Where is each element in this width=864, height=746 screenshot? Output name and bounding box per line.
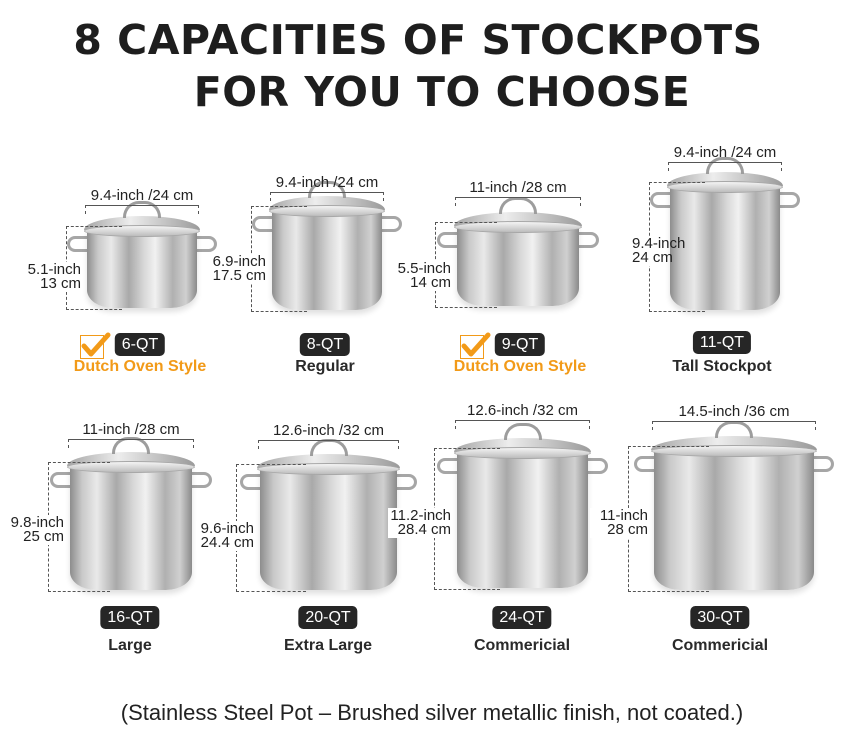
pot-rim <box>454 447 591 459</box>
capacity-badge: 6-QT <box>114 333 166 356</box>
lid-knob-icon <box>499 197 537 214</box>
height-cm: 25 cm <box>23 528 64 545</box>
height-inch: 5.1-inch <box>27 261 81 278</box>
pot-style-label: Regular <box>295 358 355 375</box>
width-label: 14.5-inch /36 cm <box>678 403 790 420</box>
checkmark-icon <box>80 332 111 359</box>
height-cm: 24 cm <box>632 249 673 266</box>
height-inch: 11-inch <box>599 507 648 524</box>
checkmark-icon <box>460 332 491 359</box>
width-label: 9.4-inch /24 cm <box>90 187 194 204</box>
height-label: 5.1-inch 13 cm <box>22 262 81 292</box>
width-dimension-line <box>85 205 199 214</box>
height-label: 11.2-inch 28.4 cm <box>388 508 451 538</box>
lid-knob-icon <box>706 157 744 174</box>
pot-style-label: Dutch Oven Style <box>73 358 207 375</box>
width-label: 11-inch /28 cm <box>82 421 180 438</box>
pot-rim <box>651 445 817 457</box>
width-label: 11-inch /28 cm <box>469 179 567 196</box>
width-dimension-line <box>652 421 816 430</box>
width-label: 9.4-inch /24 cm <box>673 144 777 161</box>
height-cm: 14 cm <box>410 274 451 291</box>
pot-style-label: Tall Stockpot <box>672 358 772 375</box>
lid-knob-icon <box>308 181 346 198</box>
height-inch: 5.5-inch <box>397 260 451 277</box>
width-label: 12.6-inch /32 cm <box>467 402 578 419</box>
capacity-badge: 24-QT <box>492 606 552 629</box>
height-label: 9.8-inch 25 cm <box>5 515 64 545</box>
width-dimension-line <box>455 197 581 206</box>
capacity-badge: 11-QT <box>692 331 752 354</box>
height-cm: 28.4 cm <box>397 521 451 538</box>
pot-body-image <box>654 448 814 590</box>
pot-style-label: Dutch Oven Style <box>453 358 587 375</box>
height-inch: 6.9-inch <box>212 253 266 270</box>
pot-rim <box>257 463 400 475</box>
width-dimension-line <box>668 162 782 171</box>
pot-body-image <box>272 208 382 310</box>
pot-body-image <box>670 184 780 310</box>
height-inch: 11.2-inch <box>390 507 451 524</box>
lid-knob-icon <box>112 437 150 454</box>
height-inch: 9.4-inch <box>632 235 686 252</box>
pot-body-image <box>457 450 588 588</box>
height-inch: 9.6-inch <box>200 520 254 537</box>
width-dimension-line <box>455 420 590 429</box>
pot-style-label: Commericial <box>671 637 769 654</box>
height-inch: 9.8-inch <box>10 514 64 531</box>
lid-knob-icon <box>715 421 753 438</box>
pot-rim <box>667 181 783 193</box>
width-label: 9.4-inch /24 cm <box>275 174 379 191</box>
footer-note: (Stainless Steel Pot – Brushed silver me… <box>120 700 744 725</box>
height-cm: 24.4 cm <box>200 534 254 551</box>
pot-rim <box>269 205 385 217</box>
capacity-badge: 30-QT <box>690 606 750 629</box>
width-dimension-line <box>68 439 194 448</box>
height-label: 9.6-inch 24.4 cm <box>196 521 254 551</box>
height-cm: 13 cm <box>40 275 81 292</box>
pot-body-image <box>457 224 579 306</box>
width-label: 12.6-inch /32 cm <box>273 422 384 439</box>
pot-style-label: Large <box>108 637 152 654</box>
capacity-badge: 20-QT <box>298 606 358 629</box>
width-dimension-line <box>270 192 384 201</box>
lid-knob-icon <box>123 201 161 218</box>
height-label: 11-inch 28 cm <box>590 508 648 538</box>
capacity-badge: 8-QT <box>299 333 351 356</box>
pot-body-image <box>260 466 397 590</box>
height-label: 5.5-inch 14 cm <box>388 261 451 291</box>
pot-style-label: Commericial <box>473 637 571 654</box>
pot-rim <box>454 221 582 233</box>
pot-body-image <box>70 464 192 590</box>
height-label: 6.9-inch 17.5 cm <box>205 254 266 284</box>
pot-body-image <box>87 228 197 308</box>
width-dimension-line <box>258 440 399 449</box>
pot-style-label: Extra Large <box>283 637 373 654</box>
title-line-1: 8 CAPACITIES OF STOCKPOTS <box>73 16 763 64</box>
pot-rim <box>84 225 200 237</box>
height-cm: 28 cm <box>607 521 648 538</box>
height-label: 9.4-inch 24 cm <box>632 235 686 266</box>
title-line-2: FOR YOU TO CHOOSE <box>193 68 691 116</box>
capacity-badge: 9-QT <box>494 333 546 356</box>
lid-knob-icon <box>503 423 542 440</box>
height-cm: 17.5 cm <box>212 267 266 284</box>
capacity-badge: 16-QT <box>100 606 160 629</box>
pot-rim <box>67 461 195 473</box>
